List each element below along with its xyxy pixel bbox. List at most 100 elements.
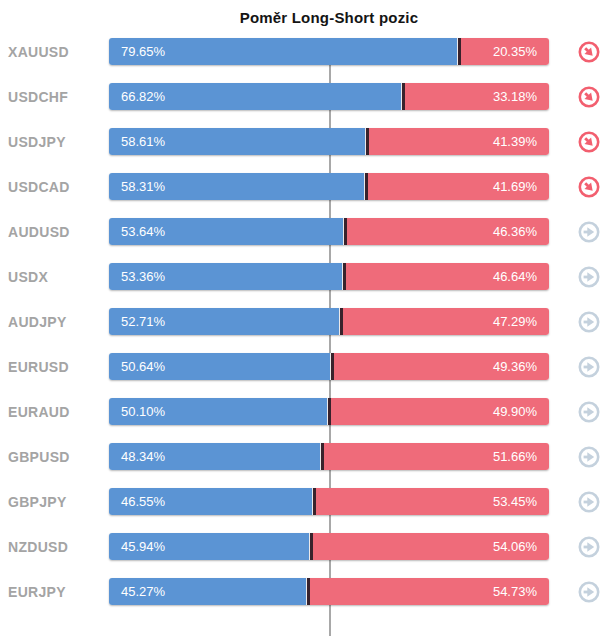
short-percentage: 46.36% [493, 224, 549, 239]
short-bar-segment: 54.73% [308, 578, 549, 605]
long-short-bar: 53.64% 46.36% [109, 218, 549, 245]
symbol-label: USDCAD [0, 179, 109, 195]
long-percentage: 66.82% [109, 89, 165, 104]
table-row: NZDUSD 45.94% 54.06% [0, 524, 609, 569]
symbol-label: USDJPY [0, 134, 109, 150]
long-short-bar: 79.65% 20.35% [109, 38, 549, 65]
long-short-ratio-chart: XAUUSD 79.65% 20.35% USDCHF 66 [0, 29, 609, 614]
long-percentage: 50.10% [109, 404, 165, 419]
short-bar-segment: 41.69% [366, 173, 549, 200]
short-percentage: 41.39% [493, 134, 549, 149]
short-bar-segment: 33.18% [403, 83, 549, 110]
long-short-bar: 58.31% 41.69% [109, 173, 549, 200]
long-percentage: 79.65% [109, 44, 165, 59]
table-row: EURUSD 50.64% 49.36% [0, 344, 609, 389]
arrow-down-right-circle-icon[interactable] [578, 41, 600, 63]
short-bar-segment: 49.90% [329, 398, 549, 425]
long-short-divider [312, 488, 316, 515]
symbol-label: AUDJPY [0, 314, 109, 330]
symbol-label: AUDUSD [0, 224, 109, 240]
arrow-right-circle-icon[interactable] [578, 581, 600, 603]
symbol-label: GBPJPY [0, 494, 109, 510]
long-percentage: 53.64% [109, 224, 165, 239]
arrow-right-circle-icon[interactable] [578, 536, 600, 558]
short-percentage: 20.35% [493, 44, 549, 59]
long-bar-segment: 46.55% [109, 488, 314, 515]
long-short-bar: 45.94% 54.06% [109, 533, 549, 560]
long-percentage: 45.94% [109, 539, 165, 554]
long-short-divider [306, 578, 310, 605]
long-bar-segment: 58.61% [109, 128, 367, 155]
long-short-bar: 53.36% 46.64% [109, 263, 549, 290]
short-percentage: 51.66% [493, 449, 549, 464]
arrow-right-circle-icon[interactable] [578, 491, 600, 513]
short-percentage: 49.36% [493, 359, 549, 374]
long-short-divider [401, 83, 405, 110]
long-bar-segment: 52.71% [109, 308, 341, 335]
short-percentage: 41.69% [493, 179, 549, 194]
long-percentage: 48.34% [109, 449, 165, 464]
short-percentage: 49.90% [493, 404, 549, 419]
arrow-down-right-circle-icon[interactable] [578, 131, 600, 153]
long-percentage: 45.27% [109, 584, 165, 599]
long-bar-segment: 50.64% [109, 353, 332, 380]
long-short-divider [320, 443, 324, 470]
long-short-bar: 50.10% 49.90% [109, 398, 549, 425]
long-short-bar: 48.34% 51.66% [109, 443, 549, 470]
table-row: GBPUSD 48.34% 51.66% [0, 434, 609, 479]
long-short-divider [364, 173, 368, 200]
table-row: AUDUSD 53.64% 46.36% [0, 209, 609, 254]
long-short-bar: 52.71% 47.29% [109, 308, 549, 335]
long-short-bar: 46.55% 53.45% [109, 488, 549, 515]
arrow-right-circle-icon[interactable] [578, 221, 600, 243]
long-bar-segment: 53.36% [109, 263, 344, 290]
symbol-label: EURUSD [0, 359, 109, 375]
arrow-right-circle-icon[interactable] [578, 266, 600, 288]
short-bar-segment: 46.36% [345, 218, 549, 245]
arrow-down-right-circle-icon[interactable] [578, 86, 600, 108]
short-bar-segment: 46.64% [344, 263, 549, 290]
long-bar-segment: 45.94% [109, 533, 311, 560]
long-short-divider [342, 263, 346, 290]
table-row: USDX 53.36% 46.64% [0, 254, 609, 299]
symbol-label: USDX [0, 269, 109, 285]
long-bar-segment: 58.31% [109, 173, 366, 200]
long-bar-segment: 66.82% [109, 83, 403, 110]
table-row: XAUUSD 79.65% 20.35% [0, 29, 609, 74]
long-short-divider [309, 533, 313, 560]
table-row: GBPJPY 46.55% 53.45% [0, 479, 609, 524]
long-short-bar: 66.82% 33.18% [109, 83, 549, 110]
symbol-label: USDCHF [0, 89, 109, 105]
long-percentage: 50.64% [109, 359, 165, 374]
short-percentage: 54.73% [493, 584, 549, 599]
long-short-divider [343, 218, 347, 245]
long-short-divider [339, 308, 343, 335]
table-row: USDJPY 58.61% 41.39% [0, 119, 609, 164]
chart-header: Poměr Long-Short pozic [109, 0, 549, 26]
short-bar-segment: 49.36% [332, 353, 549, 380]
table-row: USDCHF 66.82% 33.18% [0, 74, 609, 119]
long-short-bar: 58.61% 41.39% [109, 128, 549, 155]
short-percentage: 47.29% [493, 314, 549, 329]
arrow-right-circle-icon[interactable] [578, 401, 600, 423]
arrow-right-circle-icon[interactable] [578, 356, 600, 378]
long-percentage: 58.61% [109, 134, 165, 149]
symbol-label: EURAUD [0, 404, 109, 420]
long-bar-segment: 45.27% [109, 578, 308, 605]
table-row: EURAUD 50.10% 49.90% [0, 389, 609, 434]
arrow-right-circle-icon[interactable] [578, 311, 600, 333]
short-bar-segment: 47.29% [341, 308, 549, 335]
short-percentage: 46.64% [493, 269, 549, 284]
long-percentage: 52.71% [109, 314, 165, 329]
short-percentage: 33.18% [493, 89, 549, 104]
short-bar-segment: 20.35% [459, 38, 549, 65]
symbol-label: EURJPY [0, 584, 109, 600]
long-short-divider [365, 128, 369, 155]
chart-title: Poměr Long-Short pozic [109, 9, 549, 26]
long-bar-segment: 79.65% [109, 38, 459, 65]
table-row: USDCAD 58.31% 41.69% [0, 164, 609, 209]
long-percentage: 58.31% [109, 179, 165, 194]
arrow-down-right-circle-icon[interactable] [578, 176, 600, 198]
long-bar-segment: 53.64% [109, 218, 345, 245]
arrow-right-circle-icon[interactable] [578, 446, 600, 468]
